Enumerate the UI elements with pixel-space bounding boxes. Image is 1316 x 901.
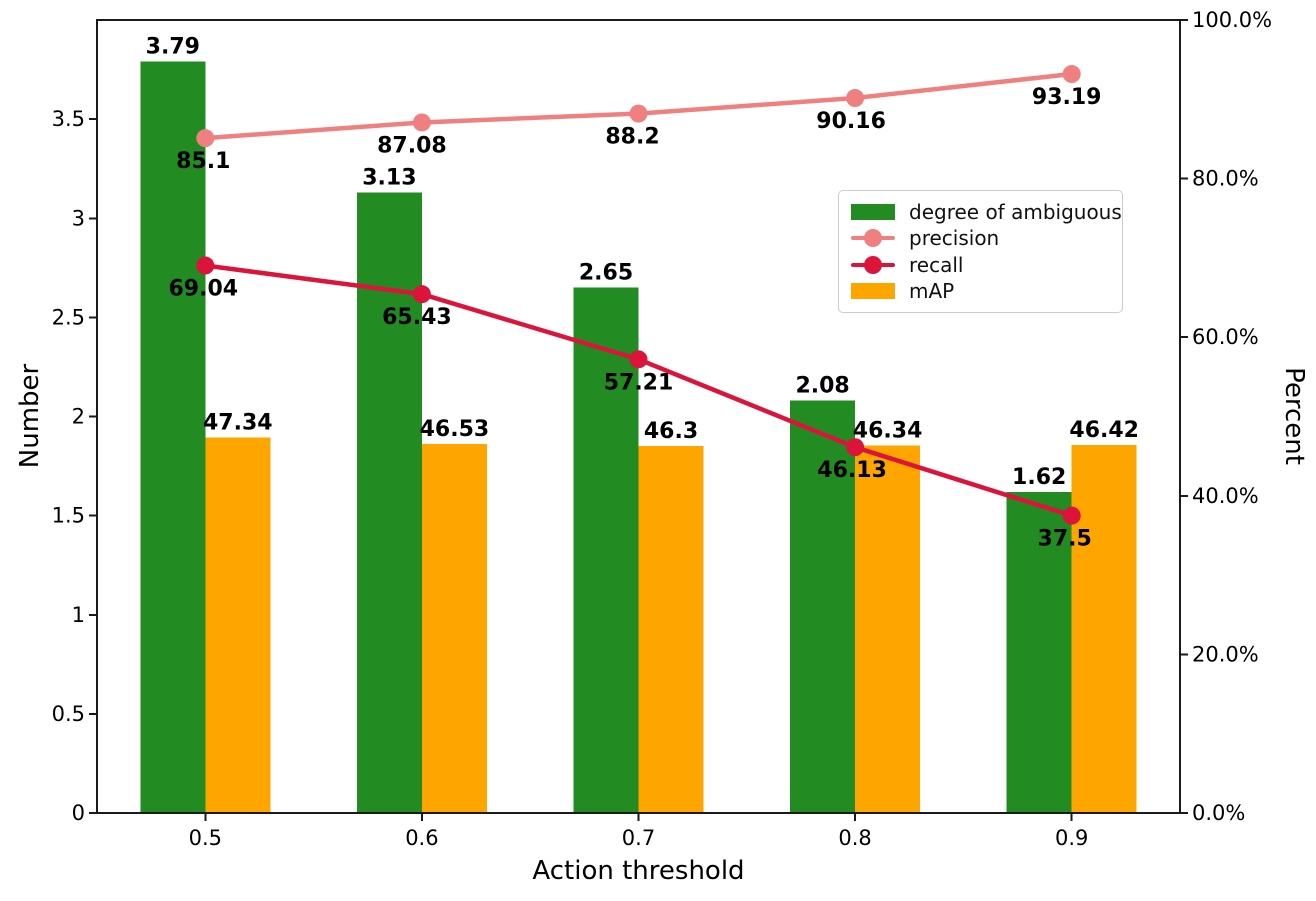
point-precision-0.7	[629, 104, 648, 123]
right-y-axis-title: Percent	[1279, 367, 1309, 465]
point-value-label-recall: 46.13	[817, 458, 887, 483]
right-y-tick-label: 20.0%	[1192, 642, 1259, 666]
point-value-label-recall: 57.21	[604, 370, 674, 395]
x-tick-label: 0.6	[405, 826, 438, 850]
point-recall-0.8	[846, 438, 865, 457]
legend-item-mAP: mAP	[851, 279, 1112, 304]
bar-value-label-mAP: 46.3	[644, 419, 698, 444]
x-tick-label: 0.7	[622, 826, 655, 850]
bar-degree-of-ambiguous-0.9	[1006, 491, 1072, 813]
bar-mAP-0.7	[638, 445, 704, 813]
bar-value-label-degree-of-ambiguous: 2.08	[795, 374, 849, 399]
x-tick-label: 0.9	[1055, 826, 1088, 850]
point-value-label-recall: 37.5	[1038, 527, 1092, 552]
bar-degree-of-ambiguous-0.7	[573, 287, 639, 813]
right-y-tick-label: 80.0%	[1192, 167, 1259, 191]
legend-swatch-rect-icon	[851, 280, 895, 302]
left-y-axis-title: Number	[15, 363, 45, 469]
legend-swatch-line-icon	[851, 254, 895, 276]
point-value-label-recall: 69.04	[169, 277, 239, 302]
point-recall-0.7	[629, 350, 648, 369]
bar-value-label-degree-of-ambiguous: 1.62	[1012, 465, 1066, 490]
bar-value-label-mAP: 46.34	[853, 419, 923, 444]
point-value-label-precision: 93.19	[1032, 85, 1102, 110]
legend-label: recall	[909, 252, 964, 277]
left-y-tick-label: 1.5	[52, 504, 85, 528]
right-y-tick-label: 40.0%	[1192, 484, 1259, 508]
legend-label: precision	[909, 226, 1000, 251]
bar-value-label-mAP: 46.53	[420, 417, 490, 442]
right-y-tick-label: 100.0%	[1192, 8, 1272, 32]
legend: degree of ambiguous precision recall mAP	[838, 190, 1123, 313]
left-y-tick-label: 1	[72, 603, 85, 627]
x-axis-title: Action threshold	[532, 856, 745, 886]
point-precision-0.5	[196, 129, 215, 148]
legend-swatch-line-icon	[851, 227, 895, 249]
point-recall-0.6	[412, 285, 431, 304]
legend-label: mAP	[909, 279, 955, 304]
left-y-tick-label: 3	[72, 206, 85, 230]
left-y-tick-label: 2.5	[52, 305, 85, 329]
bar-mAP-0.6	[421, 444, 487, 813]
bar-value-label-mAP: 46.42	[1069, 418, 1139, 443]
point-recall-0.9	[1062, 506, 1081, 525]
bar-degree-of-ambiguous-0.6	[356, 192, 422, 814]
right-y-tick-label: 0.0%	[1192, 801, 1245, 825]
point-value-label-precision: 85.1	[176, 149, 230, 174]
bar-mAP-0.8	[855, 445, 921, 813]
left-y-tick-label: 0	[72, 801, 85, 825]
point-recall-0.5	[196, 256, 215, 275]
x-tick-label: 0.8	[838, 826, 871, 850]
right-y-tick-label: 60.0%	[1192, 325, 1259, 349]
x-tick-label: 0.5	[189, 826, 222, 850]
bar-mAP-0.9	[1071, 444, 1137, 813]
point-value-label-precision: 90.16	[816, 109, 886, 134]
left-y-tick-label: 3.5	[52, 107, 85, 131]
point-precision-0.9	[1062, 65, 1081, 84]
bar-value-label-degree-of-ambiguous: 3.13	[362, 165, 416, 190]
legend-item-recall: recall	[851, 252, 1112, 277]
bar-value-label-degree-of-ambiguous: 2.65	[579, 261, 633, 286]
bar-value-label-degree-of-ambiguous: 3.79	[146, 35, 200, 60]
left-y-tick-label: 0.5	[52, 702, 85, 726]
legend-swatch-rect-icon	[851, 201, 895, 223]
bar-value-label-mAP: 47.34	[203, 411, 273, 436]
point-precision-0.6	[412, 113, 431, 132]
left-y-tick-label: 2	[72, 405, 85, 429]
point-value-label-precision: 88.2	[605, 125, 659, 150]
legend-label: degree of ambiguous	[909, 199, 1122, 224]
bar-degree-of-ambiguous-0.5	[140, 61, 206, 813]
point-value-label-precision: 87.08	[377, 133, 447, 158]
point-precision-0.8	[846, 89, 865, 108]
legend-item-degree-of-ambiguous: degree of ambiguous	[851, 199, 1122, 224]
bar-mAP-0.5	[205, 437, 271, 813]
bar-degree-of-ambiguous-0.8	[790, 400, 856, 813]
legend-item-precision: precision	[851, 226, 1112, 251]
point-value-label-recall: 65.43	[382, 305, 452, 330]
